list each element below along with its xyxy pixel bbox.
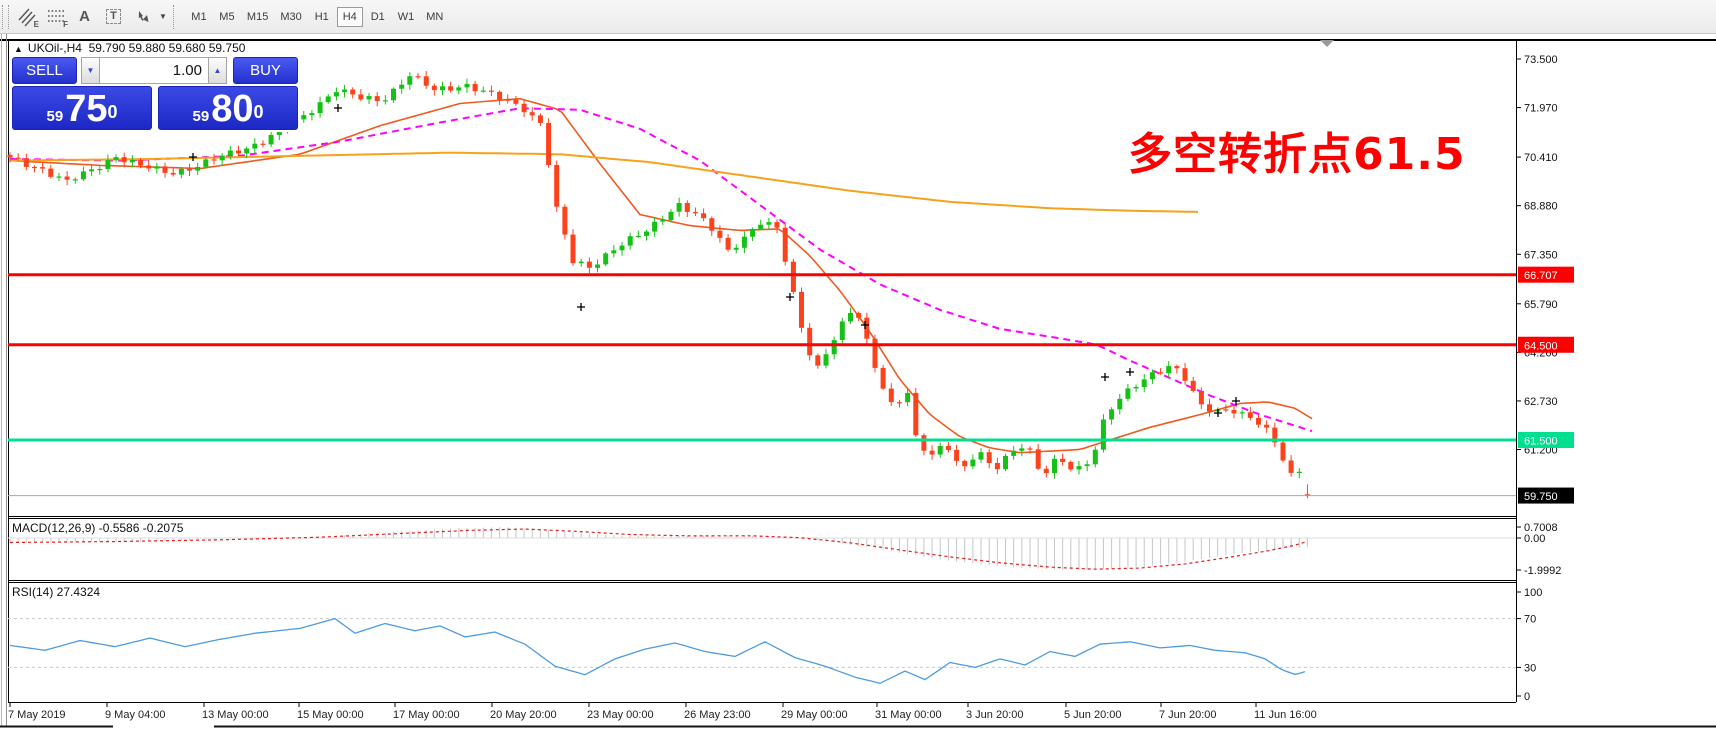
toolbar-separator — [172, 4, 179, 29]
svg-text:17 May 00:00: 17 May 00:00 — [393, 709, 460, 721]
ma-medium — [9, 107, 1313, 433]
arrows-icon[interactable] — [129, 5, 156, 29]
sell-button[interactable]: SELL — [12, 57, 77, 84]
ma-slow — [9, 151, 1199, 213]
moving-averages — [9, 97, 1313, 454]
candles — [7, 71, 1310, 570]
trade-plus-marks — [189, 104, 1240, 417]
volume-decrease-button[interactable]: ▼ — [81, 57, 99, 84]
svg-text:59.750: 59.750 — [1524, 491, 1558, 503]
svg-text:-1.9992: -1.9992 — [1524, 565, 1561, 577]
timeframe-W1[interactable]: W1 — [393, 7, 420, 27]
svg-text:20 May 20:00: 20 May 20:00 — [490, 709, 557, 721]
chart-annotation-text[interactable]: 多空转折点61.5 — [1128, 129, 1466, 180]
svg-text:67.350: 67.350 — [1524, 249, 1558, 261]
volume-increase-button[interactable]: ▲ — [209, 57, 227, 84]
buy-button[interactable]: BUY — [233, 57, 298, 84]
svg-text:100: 100 — [1524, 587, 1542, 599]
svg-text:31 May 00:00: 31 May 00:00 — [875, 709, 942, 721]
volume-stepper: ▼ ▲ — [81, 57, 227, 84]
macd-signal-line — [9, 528, 1307, 570]
sell-price-sup: 0 — [107, 102, 118, 122]
svg-text:61.500: 61.500 — [1524, 436, 1558, 448]
svg-text:23 May 00:00: 23 May 00:00 — [587, 709, 654, 721]
timeframe-H1[interactable]: H1 — [309, 7, 335, 27]
text-icon[interactable]: A — [79, 8, 90, 25]
svg-text:73.500: 73.500 — [1524, 54, 1558, 66]
ohlc-readout: 59.790 59.880 59.680 59.750 — [88, 41, 246, 55]
svg-text:7 Jun 20:00: 7 Jun 20:00 — [1159, 709, 1217, 721]
svg-text:15 May 00:00: 15 May 00:00 — [297, 709, 364, 721]
price-axis[interactable]: 73.50071.97070.41068.88067.35065.79064.2… — [1516, 54, 1574, 703]
trade-panel-prices: 59 75 0 59 80 0 — [12, 86, 298, 130]
timeframe-MN[interactable]: MN — [421, 7, 448, 27]
time-axis[interactable]: 7 May 2019 9 May 04:00 13 May 00:00 15 May … — [8, 703, 1317, 721]
svg-text:64.500: 64.500 — [1524, 340, 1558, 352]
equidistant-channel-icon[interactable]: E — [13, 5, 40, 29]
buy-price-prefix: 59 — [192, 108, 210, 125]
toolbar: E F A T ▼ M1 M5 M15 M30 H1 H4 D1 W1 MN — [0, 0, 1716, 34]
rsi-line — [9, 617, 1306, 684]
svg-text:26 May 23:00: 26 May 23:00 — [684, 709, 751, 721]
svg-text:11 Jun 16:00: 11 Jun 16:00 — [1254, 709, 1317, 721]
svg-text:0.7008: 0.7008 — [1524, 522, 1558, 534]
collapse-icon[interactable]: ▲ — [14, 44, 23, 54]
arrows-dropdown-caret[interactable]: ▼ — [159, 12, 167, 21]
svg-text:66.707: 66.707 — [1524, 270, 1558, 282]
svg-text:9 May 04:00: 9 May 04:00 — [105, 709, 166, 721]
sell-price-box[interactable]: 59 75 0 — [12, 86, 152, 130]
buy-price-box[interactable]: 59 80 0 — [158, 86, 298, 130]
trade-panel-header: SELL ▼ ▲ BUY — [12, 57, 298, 84]
timeframe-M30[interactable]: M30 — [275, 7, 306, 27]
fibonacci-icon[interactable]: F — [47, 9, 68, 29]
sell-price-big: 75 — [65, 88, 108, 130]
panel-borders — [8, 40, 1517, 703]
svg-text:65.790: 65.790 — [1524, 299, 1558, 311]
buy-price-sup: 0 — [253, 102, 264, 122]
horizontal-lines[interactable] — [8, 273, 1516, 497]
svg-text:30: 30 — [1524, 662, 1536, 674]
text-label-icon[interactable]: T — [100, 5, 127, 29]
svg-text:13 May 00:00: 13 May 00:00 — [202, 709, 269, 721]
timeframe-M5[interactable]: M5 — [214, 7, 240, 27]
svg-text:0.00: 0.00 — [1524, 533, 1545, 545]
volume-input[interactable] — [99, 57, 209, 84]
rsi-indicator-label: RSI(14) 27.4324 — [12, 585, 101, 599]
symbol-header: ▲ UKOil-,H4 59.790 59.880 59.680 59.750 — [14, 41, 245, 55]
buy-price-big: 80 — [211, 88, 254, 130]
svg-text:70: 70 — [1524, 614, 1536, 626]
svg-text:70.410: 70.410 — [1524, 152, 1558, 164]
timeframe-M15[interactable]: M15 — [242, 7, 273, 27]
svg-text:71.970: 71.970 — [1524, 103, 1558, 115]
sell-price-prefix: 59 — [46, 108, 64, 125]
svg-text:7 May 2019: 7 May 2019 — [8, 709, 65, 721]
svg-text:5 Jun 20:00: 5 Jun 20:00 — [1064, 709, 1122, 721]
svg-text:3 Jun 20:00: 3 Jun 20:00 — [966, 709, 1024, 721]
svg-text:29 May 00:00: 29 May 00:00 — [781, 709, 848, 721]
svg-text:62.730: 62.730 — [1524, 396, 1558, 408]
macd-indicator-label: MACD(12,26,9) -0.5586 -0.2075 — [12, 521, 184, 535]
timeframe-M1[interactable]: M1 — [186, 7, 212, 27]
svg-text:68.880: 68.880 — [1524, 201, 1558, 213]
ma-fast — [9, 97, 1313, 454]
timeframe-D1[interactable]: D1 — [365, 7, 391, 27]
symbol-title: UKOil-,H4 — [27, 41, 82, 55]
svg-text:0: 0 — [1524, 691, 1530, 703]
toolbar-drag-handle[interactable] — [2, 4, 9, 29]
chart-shift-marker-icon[interactable] — [1320, 40, 1334, 47]
timeframe-H4[interactable]: H4 — [336, 6, 363, 27]
timeframe-button-group: M1 M5 M15 M30 H1 H4 D1 W1 MN — [185, 6, 449, 27]
